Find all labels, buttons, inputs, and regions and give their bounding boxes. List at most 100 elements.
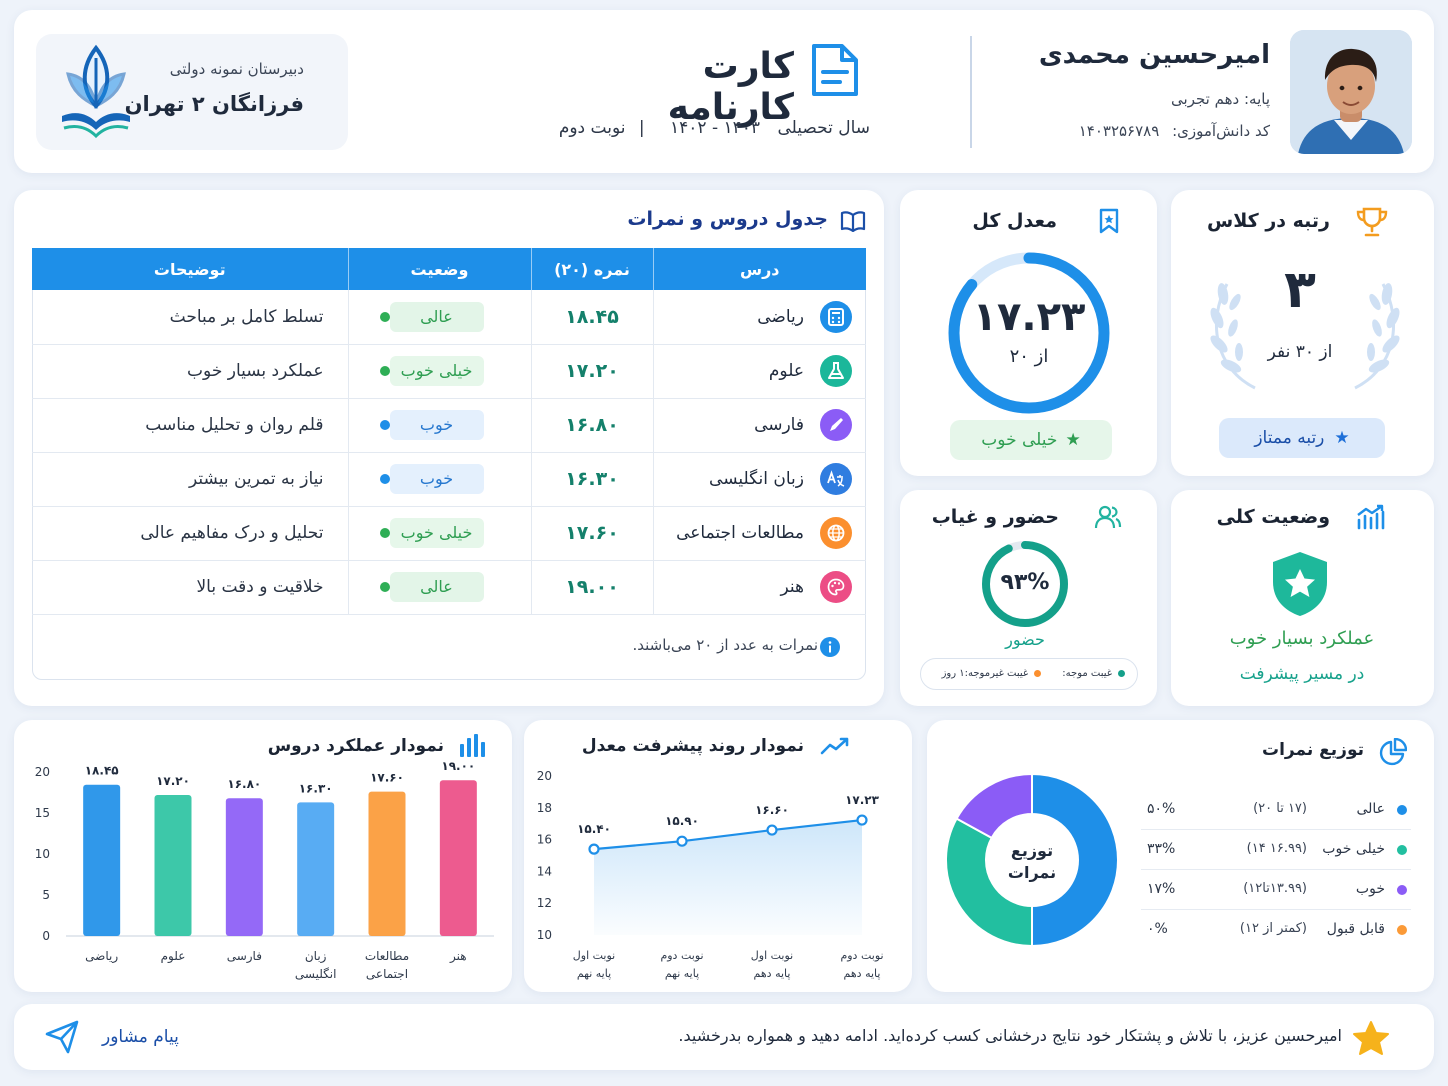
- rank-value: ۳: [1284, 260, 1316, 320]
- advisor-message-button[interactable]: پیام مشاور: [44, 1018, 179, 1056]
- legend-item: قابل قبول (کمتر از ۱۲) ۰%: [1141, 910, 1411, 950]
- header-notes: توضیحات: [32, 248, 348, 290]
- grades-table: درس نمره (۲۰) وضعیت توضیحات ریاضی ۱۸.۴۵ …: [32, 248, 866, 615]
- unexcused-absence: غیبت غیرموجه:۱ روز: [941, 668, 1029, 679]
- data-point: [588, 843, 600, 855]
- bar: [368, 791, 406, 936]
- score-cell: ۱۶.۳۰: [530, 452, 653, 507]
- legend-value: ۵۰%: [1147, 801, 1176, 817]
- attendance-ring-progress: [982, 541, 1068, 627]
- table-row: مطالعات اجتماعی ۱۷.۶۰ خیلی خوب تحلیل و د…: [32, 506, 866, 561]
- subject-cell: فارسی: [652, 398, 866, 453]
- point-value-label: ۱۵.۴۰: [577, 822, 611, 836]
- legend-range: (۱۶.۹۹ ۱۴): [1246, 841, 1307, 856]
- score-cell: ۱۷.۲۰: [530, 344, 653, 399]
- grades-card: جدول دروس و نمرات درس نمره (۲۰) وضعیت تو…: [14, 190, 884, 706]
- y-tick-label: 14: [537, 864, 552, 878]
- status-dot: [379, 420, 390, 430]
- rank-badge: ★ رتبه ممتاز: [1219, 418, 1385, 458]
- year-value: ۱۴۰۳ - ۱۴۰۲: [670, 118, 761, 138]
- document-icon: [810, 42, 860, 102]
- donut-slice: [955, 772, 1033, 840]
- table-header-row: درس نمره (۲۰) وضعیت توضیحات: [32, 248, 866, 290]
- legend-swatch: [1397, 845, 1407, 855]
- excused-absence: غیبت موجه:: [1062, 668, 1112, 679]
- bar: [439, 780, 477, 936]
- average-ring-progress: [948, 252, 1110, 414]
- x-tick-label: نوبت دوم: [660, 949, 703, 962]
- advisor-label: پیام مشاور: [102, 1027, 179, 1047]
- average-out-of: از ۲۰: [1009, 346, 1049, 367]
- note-cell: قلم روان و تحلیل مناسب: [32, 398, 348, 453]
- star-icon: ★: [1065, 430, 1081, 450]
- status-badge: خوب: [389, 410, 484, 440]
- y-tick-label: 5: [42, 888, 50, 902]
- legend-value: ۰%: [1147, 921, 1168, 937]
- rank-out-of: از ۳۰ نفر: [1267, 342, 1333, 362]
- footer-message: امیرحسین عزیز، با تلاش و پشتکار خود نتای…: [678, 1026, 1342, 1045]
- y-tick-label: 12: [537, 896, 552, 910]
- status-badge: خیلی خوب: [389, 518, 484, 548]
- y-tick-label: 20: [35, 765, 50, 779]
- point-value-label: ۱۶.۶۰: [755, 803, 789, 817]
- overall-status-card: وضعیت کلی عملکرد بسیار خوب در مسیر پیشرف…: [1171, 490, 1434, 706]
- pie-chart-card: توزیع نمرات توزیع نمرات عالی (۱۷ تا ۲۰) ۵۰…: [927, 720, 1434, 992]
- legend-range: (کمتر از ۱۲): [1239, 921, 1307, 936]
- header-divider: [970, 36, 972, 148]
- legend-value: ۳۳%: [1147, 841, 1176, 857]
- legend-swatch: [1397, 805, 1407, 815]
- x-tick-label: نوبت اول: [573, 949, 615, 962]
- bar-chart: 0 5 10 15 20 ۱۸.۴۵ ریاضی ۱۷.۲۰ علوم ۱۶.۸۰ فارسی ۱۶.…: [35, 759, 494, 981]
- student-code: کد دانش‌آموزی: ۱۴۰۳۲۵۶۷۸۹: [1079, 122, 1270, 140]
- code-label: کد دانش‌آموزی:: [1172, 122, 1270, 140]
- legend-value: ۱۷%: [1147, 881, 1176, 897]
- average-title: معدل کل: [972, 210, 1057, 232]
- users-icon: [1094, 504, 1122, 534]
- star-icon: ★: [1334, 428, 1350, 448]
- attendance-title: حضور و غیاب: [931, 506, 1059, 528]
- subject-name: هنر: [780, 577, 804, 597]
- school-logo-icon: [58, 44, 134, 144]
- status-badge: عالی: [389, 301, 484, 332]
- line-area: [594, 820, 862, 935]
- donut-chart: [945, 772, 1119, 948]
- status-cell: خیلی خوب: [347, 506, 531, 561]
- status-dot: [379, 474, 390, 484]
- bar-value-label: ۱۷.۶۰: [370, 771, 404, 785]
- line-chart-title: نمودار روند پیشرفت معدل: [581, 736, 804, 756]
- y-tick-label: 0: [42, 929, 50, 943]
- data-point: [856, 814, 868, 826]
- overall-title: وضعیت کلی: [1216, 506, 1330, 528]
- status-badge: عالی: [389, 572, 484, 602]
- trophy-icon: [1355, 206, 1389, 242]
- bar-chart-icon: [458, 734, 486, 762]
- student-name: امیرحسین محمدی: [1038, 40, 1270, 70]
- x-tick-label: پایه دهم: [844, 967, 881, 980]
- bar-value-label: ۱۹.۰۰: [441, 759, 475, 773]
- legend-range: (۱۷ تا ۲۰): [1253, 801, 1307, 816]
- donut-slice: [945, 817, 1033, 948]
- point-value-label: ۱۷.۲۳: [845, 793, 880, 807]
- bar-value-label: ۱۶.۸۰: [227, 777, 261, 791]
- x-tick-label: علوم: [161, 949, 186, 964]
- note-cell: خلاقیت و دقت بالا: [32, 560, 348, 615]
- rank-title: رتبه در کلاس: [1207, 210, 1330, 232]
- donut-center-line1: توزیع: [1010, 841, 1054, 860]
- legend-item: خیلی خوب (۱۶.۹۹ ۱۴) ۳۳%: [1141, 830, 1411, 870]
- status-badge: خوب: [389, 464, 484, 494]
- score-cell: ۱۸.۴۵: [530, 290, 653, 345]
- excused-dot: [1118, 669, 1125, 677]
- absence-box: غیبت موجه: غیبت غیرموجه:۱ روز: [920, 658, 1138, 690]
- header-score: نمره (۲۰): [530, 248, 653, 290]
- subject-cell: زبان انگلیسی: [652, 452, 866, 507]
- data-point: [766, 824, 778, 836]
- table-row: فارسی ۱۶.۸۰ خوب قلم روان و تحلیل مناسب: [32, 398, 866, 453]
- bar-value-label: ۱۸.۴۵: [85, 764, 119, 778]
- trend-line-icon: [820, 736, 850, 760]
- legend-item: عالی (۱۷ تا ۲۰) ۵۰%: [1141, 790, 1411, 830]
- legend-label: قابل قبول: [1326, 921, 1385, 937]
- bookmark-icon: [1098, 208, 1120, 238]
- overall-line1: عملکرد بسیار خوب: [1229, 628, 1375, 649]
- line-chart-card: نمودار روند پیشرفت معدل 10 12 14 16 18 20 ۱۵.۴…: [524, 720, 912, 992]
- legend-swatch: [1397, 885, 1407, 895]
